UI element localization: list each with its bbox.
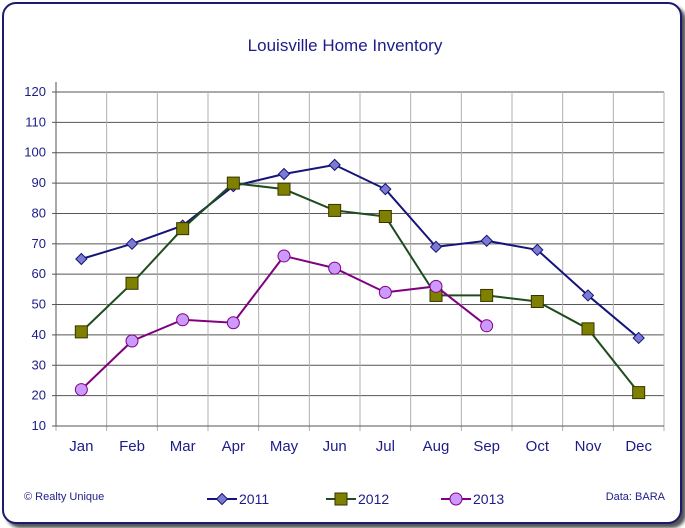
xtick-label-jun: Jun xyxy=(323,438,347,455)
legend-label-2011: 2011 xyxy=(239,491,269,507)
point-2013-jan xyxy=(74,383,88,397)
legend-item-2013: 2013 xyxy=(441,491,504,507)
ytick-label-80: 80 xyxy=(32,205,46,220)
footer-credit: © Realty Unique xyxy=(24,491,104,503)
xtick-label-apr: Apr xyxy=(222,438,245,455)
legend-marker-2012 xyxy=(334,492,348,506)
xtick-label-feb: Feb xyxy=(119,438,145,455)
xtick-label-sep: Sep xyxy=(473,438,500,455)
ytick-label-10: 10 xyxy=(32,418,46,433)
xtick-label-dec: Dec xyxy=(625,438,652,455)
point-2011-jan xyxy=(75,252,88,266)
xtick-label-mar: Mar xyxy=(170,438,196,455)
series-line-2012 xyxy=(80,182,640,394)
point-2013-aug xyxy=(429,279,443,293)
ytick-label-70: 70 xyxy=(32,236,46,251)
footer-source: Data: BARA xyxy=(606,491,666,503)
ytick-label-60: 60 xyxy=(32,266,46,281)
xtick-label-oct: Oct xyxy=(526,438,550,455)
point-2011-oct xyxy=(531,243,544,257)
point-2012-feb xyxy=(125,276,139,290)
legend-label-2013: 2013 xyxy=(473,491,504,507)
point-2011-dec xyxy=(632,331,645,345)
point-2011-nov xyxy=(581,289,595,302)
ytick-label-50: 50 xyxy=(32,297,46,312)
ytick-label-30: 30 xyxy=(32,357,46,372)
point-2012-jul xyxy=(378,209,392,223)
point-2012-jun xyxy=(328,203,342,217)
legend-label-2012: 2012 xyxy=(358,491,389,507)
point-2013-feb xyxy=(125,334,139,348)
point-2013-may xyxy=(277,249,291,263)
ytick-label-20: 20 xyxy=(32,388,46,403)
series-line-2013 xyxy=(80,254,488,391)
point-2011-jul xyxy=(379,182,392,196)
xtick-label-jul: Jul xyxy=(376,438,395,455)
xtick-label-may: May xyxy=(270,438,299,455)
legend-item-2012: 2012 xyxy=(326,491,389,507)
ytick-label-120: 120 xyxy=(24,84,46,99)
point-2013-jun xyxy=(328,261,342,275)
ytick-label-40: 40 xyxy=(32,327,46,342)
point-2013-mar xyxy=(176,313,190,327)
series-2013 xyxy=(74,249,494,397)
point-2012-nov xyxy=(581,322,595,336)
grid xyxy=(55,91,665,431)
point-2011-may xyxy=(277,167,291,181)
legend-marker-2013 xyxy=(449,492,463,506)
point-2012-apr xyxy=(226,176,240,190)
point-2011-feb xyxy=(125,237,139,251)
legend-item-2011: 2011 xyxy=(207,491,269,507)
series-line-2011 xyxy=(81,163,640,339)
series-group xyxy=(74,158,646,400)
point-2012-may xyxy=(277,182,291,196)
point-2013-jul xyxy=(378,285,392,299)
chart-title: Louisville Home Inventory xyxy=(248,36,443,55)
point-2012-mar xyxy=(176,222,190,236)
point-2012-jan xyxy=(74,325,88,339)
xtick-label-jan: Jan xyxy=(69,438,93,455)
point-2011-aug xyxy=(429,240,443,254)
point-2012-dec xyxy=(632,386,646,400)
point-2013-sep xyxy=(480,319,494,333)
series-2012 xyxy=(74,176,646,400)
ytick-label-110: 110 xyxy=(25,114,46,129)
legend-marker-2011 xyxy=(215,492,229,506)
legend: 2011 2012 2013 xyxy=(207,491,504,507)
point-2013-apr xyxy=(226,316,240,330)
ytick-label-100: 100 xyxy=(24,145,46,160)
point-2012-sep xyxy=(480,288,494,302)
point-2012-oct xyxy=(530,295,544,309)
axes: 10 20 30 40 50 60 70 80 90 100 110 120 Jan Feb Mar Apr M… xyxy=(24,82,664,455)
ytick-label-90: 90 xyxy=(32,175,46,190)
point-2011-sep xyxy=(480,234,493,247)
xtick-label-nov: Nov xyxy=(575,438,602,455)
point-2011-jun xyxy=(328,158,341,172)
xtick-label-aug: Aug xyxy=(423,438,450,455)
